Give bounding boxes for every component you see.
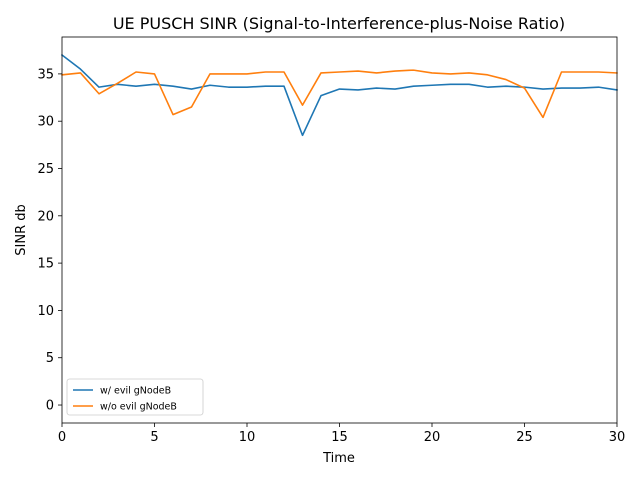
x-axis-title: Time xyxy=(322,451,355,466)
x-tick-label: 20 xyxy=(424,430,441,445)
x-tick-label: 30 xyxy=(609,430,626,445)
series-line-without-evil-gnodeb xyxy=(62,70,617,117)
x-tick-label: 0 xyxy=(58,430,66,445)
y-axis-title: SINR db xyxy=(14,204,29,255)
chart-title: UE PUSCH SINR (Signal-to-Interference-pl… xyxy=(113,14,565,33)
y-tick-label: 0 xyxy=(46,399,54,414)
x-tick-label: 5 xyxy=(150,430,158,445)
y-tick-label: 25 xyxy=(37,162,54,177)
series-layer xyxy=(62,55,617,135)
y-tick-label: 15 xyxy=(37,257,54,272)
x-axis: 0 5 10 15 20 25 30 xyxy=(58,423,625,445)
y-tick-label: 30 xyxy=(37,115,54,130)
legend-entry-label: w/o evil gNodeB xyxy=(100,402,177,413)
plot-frame xyxy=(61,36,618,424)
y-tick-label: 20 xyxy=(37,209,54,224)
y-axis: 0 5 10 15 20 25 30 35 xyxy=(37,67,62,414)
y-tick-label: 10 xyxy=(37,304,54,319)
x-tick-label: 25 xyxy=(516,430,533,445)
legend: w/ evil gNodeB w/o evil gNodeB xyxy=(66,378,204,416)
x-tick-label: 10 xyxy=(239,430,256,445)
legend-entry-label: w/ evil gNodeB xyxy=(100,386,171,397)
y-tick-label: 35 xyxy=(37,67,54,82)
legend-box xyxy=(66,378,204,416)
series-line-with-evil-gnodeb xyxy=(62,55,617,135)
y-tick-label: 5 xyxy=(46,351,54,366)
x-tick-label: 15 xyxy=(331,430,348,445)
